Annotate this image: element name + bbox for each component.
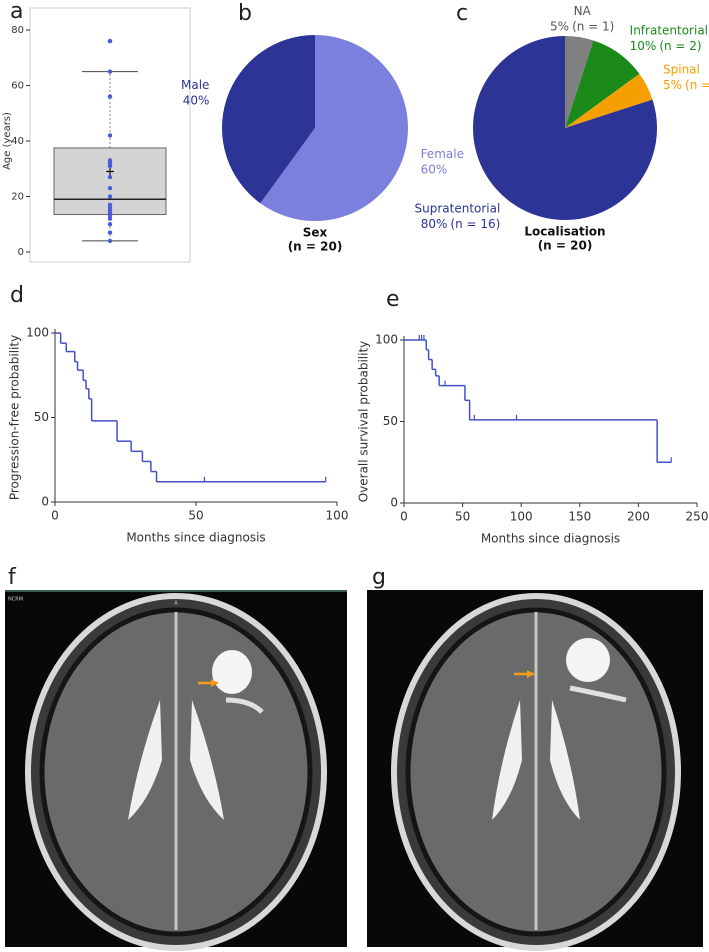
panel-label: a (10, 0, 23, 24)
x-tick-label: 0 (51, 509, 59, 523)
data-point (107, 38, 113, 44)
panel-label: g (372, 565, 386, 590)
data-point (107, 69, 113, 74)
value-label: 80% (421, 216, 448, 230)
slice-value: 5%(n = 1) (550, 19, 614, 33)
x-axis-label: Months since diagnosis (481, 532, 620, 546)
x-tick-label: 100 (510, 510, 533, 524)
x-axis-label: Months since diagnosis (126, 531, 265, 545)
pie-slice (565, 36, 594, 128)
value-label: 5% (663, 78, 682, 92)
data-point (107, 238, 113, 244)
x-tick-label: 250 (686, 510, 709, 524)
pie-slice (565, 40, 640, 128)
value-label: 10% (630, 39, 657, 53)
pie-slice (565, 73, 653, 128)
y-tick-label: 80 (11, 25, 24, 36)
slice-value: 40% (183, 93, 210, 107)
caption: Localisation (524, 225, 605, 239)
image-text: A (174, 601, 178, 607)
slice-value: 60% (421, 162, 448, 176)
pie-slice (472, 36, 658, 220)
slice-value: 80% (n = 16) (421, 216, 501, 230)
x-tick-label: 200 (627, 510, 650, 524)
count-label: (n = 16) (450, 216, 500, 230)
caption-n: (n = 20) (538, 239, 593, 253)
y-tick-label: 40 (11, 136, 24, 147)
count-label: (n = 1) (572, 19, 614, 33)
value-label: 60% (421, 162, 448, 176)
image-text: NCRM (8, 597, 23, 603)
x-tick-label: 150 (568, 510, 591, 524)
y-axis-label: Overall survival probability (357, 341, 371, 503)
caption: Sex (303, 226, 328, 240)
y-tick-label: 20 (11, 192, 24, 203)
mri-image (367, 590, 703, 951)
data-point (107, 230, 113, 235)
slice-label: Male (181, 78, 209, 92)
slice-label: Female (421, 147, 464, 161)
y-tick-label: 100 (26, 326, 49, 340)
x-tick-label: 100 (326, 509, 349, 523)
value-label: 5% (550, 19, 569, 33)
y-tick-label: 0 (41, 495, 49, 509)
pie-slice (260, 35, 408, 221)
pie-slice (221, 35, 315, 204)
y-tick-label: 50 (383, 414, 398, 428)
y-axis-label: Progression-free probability (8, 335, 22, 500)
mean-marker (106, 167, 114, 176)
y-axis-label: Age (years) (2, 112, 13, 170)
y-tick-label: 0 (18, 247, 24, 258)
data-point (107, 163, 113, 169)
x-tick-label: 0 (400, 510, 408, 524)
panel-label: d (10, 283, 24, 308)
slice-value: 10% (n = 2) (630, 39, 702, 53)
slice-label: Spinal (663, 63, 700, 77)
data-point (107, 174, 113, 180)
slice-label: NA (574, 4, 592, 18)
mri-image: NCRM A (5, 590, 347, 951)
y-tick-label: 100 (375, 333, 398, 347)
count-label: (n = 2) (659, 39, 701, 53)
caption-n: (n = 20) (288, 240, 343, 254)
data-point (107, 222, 113, 227)
data-point (107, 185, 113, 191)
slice-label: Infratentorial (630, 24, 708, 38)
slice-value: 5%(n = 1) (663, 78, 709, 92)
slice-label: Supratentorial (415, 201, 501, 215)
data-point (107, 194, 113, 199)
panel-label: b (238, 1, 252, 26)
x-tick-label: 50 (455, 510, 470, 524)
panel-label: e (386, 287, 400, 312)
panel-label: c (456, 1, 468, 26)
data-point (107, 94, 113, 99)
count-label: (n = 1) (685, 78, 709, 92)
data-point (107, 133, 113, 138)
plot-frame (29, 7, 191, 263)
data-point (107, 216, 113, 221)
y-tick-label: 60 (11, 81, 24, 92)
panel-label: f (8, 565, 17, 590)
x-tick-label: 50 (188, 509, 203, 523)
value-label: 40% (183, 93, 210, 107)
y-tick-label: 0 (390, 496, 398, 510)
y-tick-label: 50 (34, 410, 49, 424)
